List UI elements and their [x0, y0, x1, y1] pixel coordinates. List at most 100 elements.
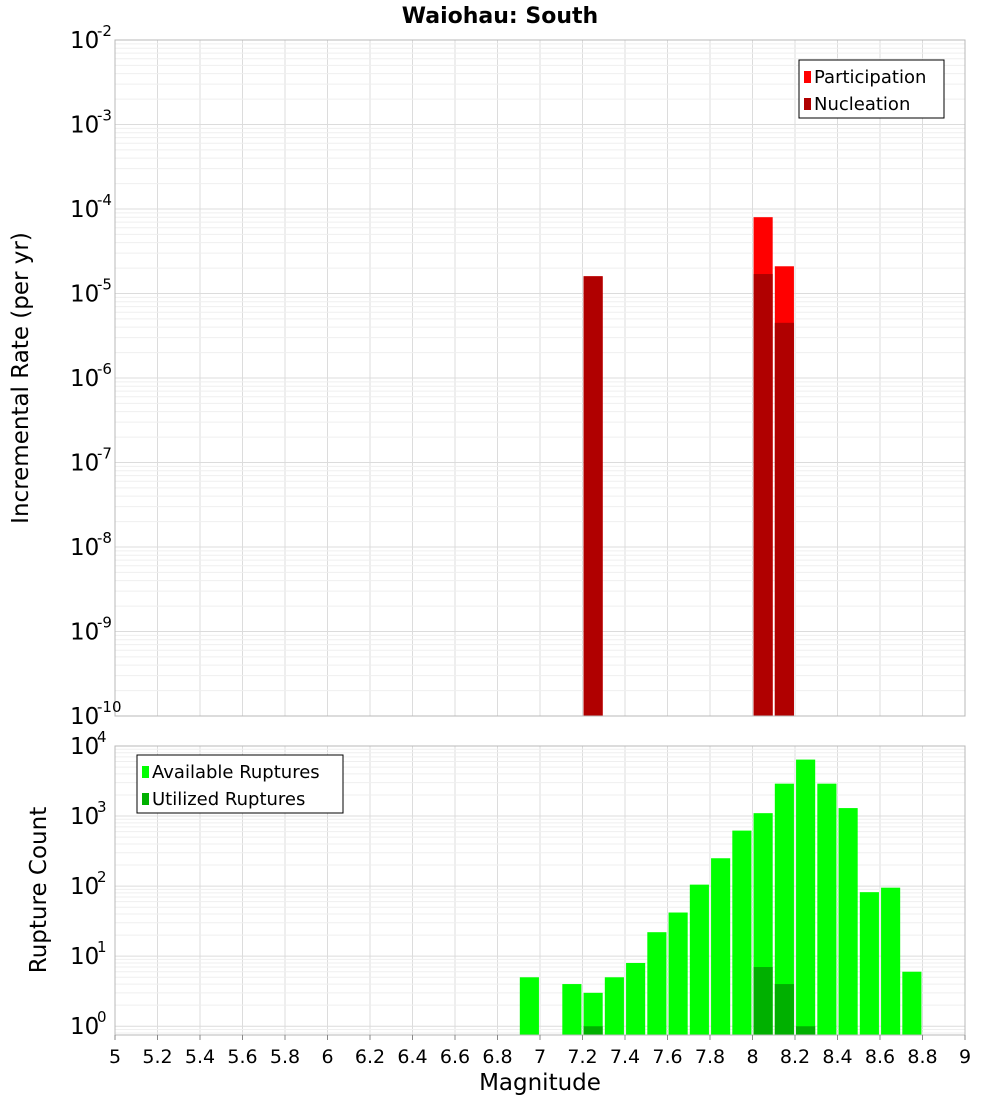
bar-available-ruptures: [796, 759, 816, 1035]
y-tick: 10-10: [70, 698, 122, 730]
y-tick-exponent: -7: [97, 445, 112, 463]
bar-overlay-utilized-ruptures: [796, 1026, 816, 1035]
y-tick: 104: [70, 728, 107, 760]
y-tick-base: 10: [70, 874, 99, 900]
bottom-legend: Available Ruptures Utilized Ruptures: [136, 754, 344, 814]
x-tick-label: 6.8: [482, 1046, 512, 1068]
y-tick-base: 10: [70, 535, 99, 561]
y-tick-base: 10: [70, 282, 99, 308]
y-tick: 10-8: [70, 529, 112, 561]
y-tick-exponent: 3: [97, 798, 107, 816]
x-tick-label: 5.6: [227, 1046, 257, 1068]
bar-overlay-nucleation: [753, 274, 773, 716]
bar-available-ruptures: [902, 971, 922, 1035]
bar-available-ruptures: [711, 858, 731, 1035]
legend-swatch: [804, 71, 811, 83]
y-tick: 100: [70, 1008, 107, 1040]
y-tick-base: 10: [70, 113, 99, 139]
bar-available-ruptures: [817, 783, 837, 1035]
top-y-axis-label: Incremental Rate (per yr): [8, 232, 34, 524]
x-tick-label: 8.4: [822, 1046, 852, 1068]
y-tick-exponent: -8: [97, 529, 112, 547]
y-tick-exponent: -9: [97, 614, 112, 632]
y-tick: 10-3: [70, 107, 112, 139]
bar-available-ruptures: [519, 977, 539, 1035]
top-grid: [114, 40, 966, 717]
y-tick-base: 10: [70, 28, 99, 54]
legend-swatch: [142, 793, 149, 805]
bottom-y-axis-label: Rupture Count: [26, 807, 52, 973]
bar-available-ruptures: [774, 783, 794, 1035]
bar-available-ruptures: [583, 992, 603, 1035]
x-tick-label: 6.4: [397, 1046, 427, 1068]
y-tick-exponent: -10: [97, 698, 122, 716]
bottom-bars: [519, 759, 922, 1035]
y-tick-base: 10: [70, 1014, 99, 1040]
y-tick-base: 10: [70, 366, 99, 392]
y-tick-base: 10: [70, 197, 99, 223]
y-tick-base: 10: [70, 620, 99, 646]
x-tick-label: 6.2: [355, 1046, 385, 1068]
x-tick-label: 8.8: [907, 1046, 937, 1068]
x-axis-label: Magnitude: [479, 1070, 601, 1096]
bar-overlay-utilized-ruptures: [774, 984, 794, 1035]
y-tick-base: 10: [70, 734, 99, 760]
y-tick: 10-2: [70, 22, 112, 54]
bar-overlay-nucleation: [774, 322, 794, 716]
y-tick: 103: [70, 798, 107, 830]
bar-overlay-utilized-ruptures: [753, 967, 773, 1035]
x-tick-label: 7.8: [695, 1046, 725, 1068]
y-tick: 102: [70, 868, 107, 900]
legend-swatch: [142, 766, 149, 778]
x-tick-label: 9: [959, 1046, 971, 1068]
bar-available-ruptures: [838, 808, 858, 1035]
bar-overlay-nucleation: [583, 276, 603, 716]
y-tick-exponent: 1: [97, 938, 107, 956]
y-tick-exponent: -6: [97, 360, 112, 378]
x-tick-label: 5: [109, 1046, 121, 1068]
x-tick-label: 7.4: [610, 1046, 640, 1068]
x-tick-label: 5.2: [142, 1046, 172, 1068]
y-tick-exponent: -5: [97, 276, 112, 294]
x-tick-label: 6.6: [440, 1046, 470, 1068]
bar-available-ruptures: [668, 912, 688, 1035]
x-tick-label: 8: [746, 1046, 758, 1068]
y-tick: 10-9: [70, 614, 112, 646]
x-ticks: 5 5.2 5.4 5.6 5.8 6 6.2 6.4 6.6 6.8 7 7.2 7.4 7.6 7.8 8…: [109, 1035, 971, 1068]
legend-label: Utilized Ruptures: [152, 789, 305, 810]
bar-available-ruptures: [732, 830, 752, 1035]
legend-box: [798, 59, 945, 119]
bar-available-ruptures: [881, 887, 901, 1035]
y-tick-base: 10: [70, 704, 99, 730]
chart-title: Waiohau: South: [402, 4, 598, 29]
legend-label: Participation: [814, 67, 926, 88]
y-tick-exponent: -4: [97, 191, 112, 209]
x-tick-label: 8.6: [865, 1046, 895, 1068]
bar-available-ruptures: [562, 984, 582, 1035]
y-tick: 10-7: [70, 445, 112, 477]
legend-swatch: [804, 98, 811, 110]
bar-overlay-utilized-ruptures: [583, 1026, 603, 1035]
y-tick-exponent: 4: [97, 728, 107, 746]
y-tick: 10-4: [70, 191, 112, 223]
y-tick-base: 10: [70, 804, 99, 830]
y-tick: 101: [70, 938, 107, 970]
y-tick-exponent: 2: [97, 868, 107, 886]
x-tick-label: 7.6: [652, 1046, 682, 1068]
x-tick-label: 8.2: [780, 1046, 810, 1068]
top-bars: [583, 217, 794, 716]
top-legend: Participation Nucleation: [798, 59, 945, 119]
y-tick-exponent: 0: [97, 1008, 107, 1026]
x-tick-label: 5.8: [270, 1046, 300, 1068]
bar-available-ruptures: [647, 932, 667, 1035]
y-tick-base: 10: [70, 451, 99, 477]
y-tick-base: 10: [70, 944, 99, 970]
bar-available-ruptures: [689, 884, 709, 1035]
y-tick: 10-5: [70, 276, 112, 308]
x-tick-label: 7: [534, 1046, 546, 1068]
x-tick-label: 5.4: [185, 1046, 215, 1068]
